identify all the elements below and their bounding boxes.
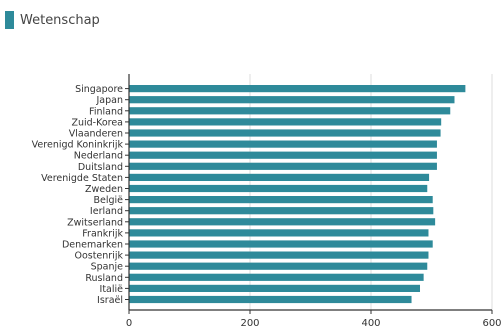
bar [129,96,455,104]
chart-title: Wetenschap [20,12,100,28]
category-label: Israël [97,295,123,306]
bar [129,162,437,170]
category-label: Nederland [74,151,123,162]
bar [129,229,429,237]
bar [129,85,466,93]
category-label: Verenigd Koninkrijk [32,140,124,151]
bar [129,240,433,248]
title-marker [5,11,14,29]
category-label: Denemarken [62,240,123,251]
x-tick-label: 400 [361,318,380,329]
category-label: Ierland [90,206,123,217]
category-label: Frankrijk [82,228,123,239]
bar [129,140,437,148]
category-label: Verenigde Staten [41,173,123,184]
chart-header: Wetenschap [5,10,100,30]
category-labels: SingaporeJapanFinlandZuid-KoreaVlaandere… [32,84,124,306]
category-label: Vlaanderen [69,129,123,140]
category-label: Duitsland [78,162,123,173]
bar [129,295,412,304]
x-tick-label: 600 [482,318,501,329]
category-label: Rusland [85,273,123,284]
bar [129,151,437,159]
category-label: Singapore [75,84,123,95]
category-label: Japan [96,95,124,106]
bar [129,262,428,270]
bar [129,218,436,226]
bar [129,173,430,181]
bars [129,85,466,304]
bar [129,107,451,115]
category-label: Zwitserland [67,217,123,228]
x-tick-label: 0 [126,318,132,329]
category-label: Finland [89,106,123,117]
axes [125,74,493,314]
x-tick-label: 200 [240,318,259,329]
bar [129,129,441,137]
bar [129,196,433,204]
bar [129,273,424,281]
x-tick-labels: 0 200 400 600 [126,318,502,329]
category-label: Oostenrijk [74,251,123,262]
bar [129,251,429,259]
bar [129,207,434,215]
category-label: België [93,195,123,206]
category-label: Italië [100,284,124,295]
category-label: Spanje [91,262,124,273]
bar [129,184,428,193]
category-label: Zuid-Korea [71,117,123,128]
category-label: Zweden [85,184,123,195]
bar [129,284,421,292]
bar [129,118,442,126]
